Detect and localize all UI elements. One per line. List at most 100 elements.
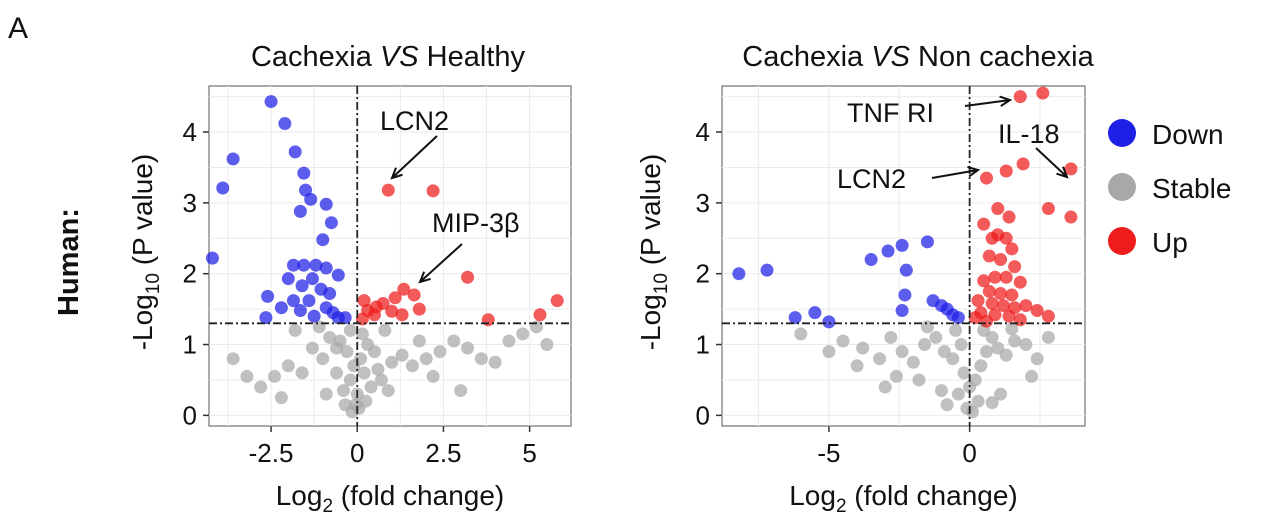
- point-up: [533, 308, 547, 322]
- point-down: [808, 306, 822, 320]
- point-down: [305, 272, 319, 286]
- point-stable: [305, 341, 319, 355]
- point-up: [407, 288, 421, 302]
- plot-area: [208, 85, 572, 427]
- annotation-arrowhead: [418, 271, 431, 284]
- point-up: [355, 312, 369, 326]
- legend-swatch-stable: [1108, 173, 1136, 201]
- point-down: [760, 263, 774, 277]
- point-stable: [281, 359, 295, 373]
- point-down: [323, 287, 337, 301]
- point-up: [385, 304, 399, 318]
- legend: Down Stable Up: [1108, 119, 1231, 258]
- point-stable: [929, 330, 943, 344]
- point-down: [822, 315, 836, 329]
- point-down: [316, 233, 330, 247]
- point-stable: [884, 330, 898, 344]
- point-down: [297, 258, 311, 272]
- point-up: [980, 314, 994, 328]
- annotation-arrow: [391, 135, 438, 179]
- point-down: [302, 294, 316, 308]
- point-down: [920, 235, 934, 249]
- y-tick-label: 4: [183, 117, 197, 147]
- point-stable: [336, 384, 350, 398]
- point-stable: [454, 384, 468, 398]
- point-stable: [374, 373, 388, 387]
- point-stable: [340, 345, 354, 359]
- x-tick-label: -2.5: [249, 438, 294, 468]
- point-stable: [488, 355, 502, 369]
- panel-label: A: [8, 12, 28, 45]
- point-stable: [447, 334, 461, 348]
- point-stable: [856, 341, 870, 355]
- point-up: [980, 171, 994, 185]
- point-stable: [405, 359, 419, 373]
- point-stable: [940, 398, 954, 412]
- point-down: [216, 181, 230, 195]
- x-tick-label: -5: [817, 438, 840, 468]
- point-up: [1005, 288, 1019, 302]
- point-down: [788, 311, 802, 325]
- point-stable: [530, 320, 544, 334]
- y-axis-label: -Log10 (P value): [127, 154, 164, 351]
- point-down: [205, 251, 219, 265]
- point-stable: [226, 352, 240, 366]
- point-stable: [985, 396, 999, 410]
- point-stable: [980, 345, 994, 359]
- point-stable: [878, 380, 892, 394]
- point-stable: [836, 334, 850, 348]
- y-tick-label: 0: [696, 400, 710, 430]
- point-stable: [385, 355, 399, 369]
- point-stable: [461, 341, 475, 355]
- point-up: [971, 294, 985, 308]
- point-stable: [957, 366, 971, 380]
- x-tick-label: 0: [962, 438, 976, 468]
- y-tick-label: 2: [696, 259, 710, 289]
- point-stable: [1041, 330, 1055, 344]
- legend-label-up: Up: [1152, 227, 1188, 258]
- annotation-label: LCN2: [380, 106, 449, 136]
- point-up: [1002, 309, 1016, 323]
- annotation-arrowhead: [1056, 166, 1069, 179]
- point-stable: [540, 338, 554, 352]
- point-stable: [1008, 334, 1022, 348]
- point-stable: [357, 366, 371, 380]
- point-down: [297, 166, 311, 180]
- row-label: Human:: [53, 208, 85, 316]
- point-down: [307, 309, 321, 323]
- annotation-label: MIP-3β: [432, 208, 520, 238]
- x-axis-label: Log2 (fold change): [789, 480, 1018, 517]
- chart-title: Cachexia VS Healthy: [251, 41, 526, 73]
- point-stable: [419, 352, 433, 366]
- point-stable: [316, 352, 330, 366]
- y-tick-label: 3: [183, 188, 197, 218]
- point-stable: [949, 323, 963, 337]
- annotation-label: IL-18: [998, 119, 1060, 149]
- point-up: [994, 253, 1008, 267]
- point-stable: [395, 348, 409, 362]
- point-stable: [274, 391, 288, 405]
- point-down: [319, 197, 333, 211]
- point-up: [395, 308, 409, 322]
- point-up: [982, 249, 996, 263]
- point-stable: [968, 373, 982, 387]
- point-down: [309, 258, 323, 272]
- point-stable: [934, 384, 948, 398]
- point-down: [304, 192, 318, 206]
- y-tick-label: 3: [696, 188, 710, 218]
- point-up: [1013, 275, 1027, 289]
- annotation-arrow: [1035, 147, 1068, 178]
- point-up: [1064, 162, 1078, 176]
- annotation-arrow: [931, 169, 979, 179]
- point-up: [1013, 313, 1027, 327]
- annotation-arrow: [964, 99, 1011, 107]
- point-up: [388, 291, 402, 305]
- point-up: [994, 287, 1008, 301]
- point-stable: [965, 405, 979, 419]
- point-stable: [873, 352, 887, 366]
- point-up: [1041, 309, 1055, 323]
- point-up: [1008, 260, 1022, 274]
- point-up: [1030, 304, 1044, 318]
- point-down: [261, 289, 275, 303]
